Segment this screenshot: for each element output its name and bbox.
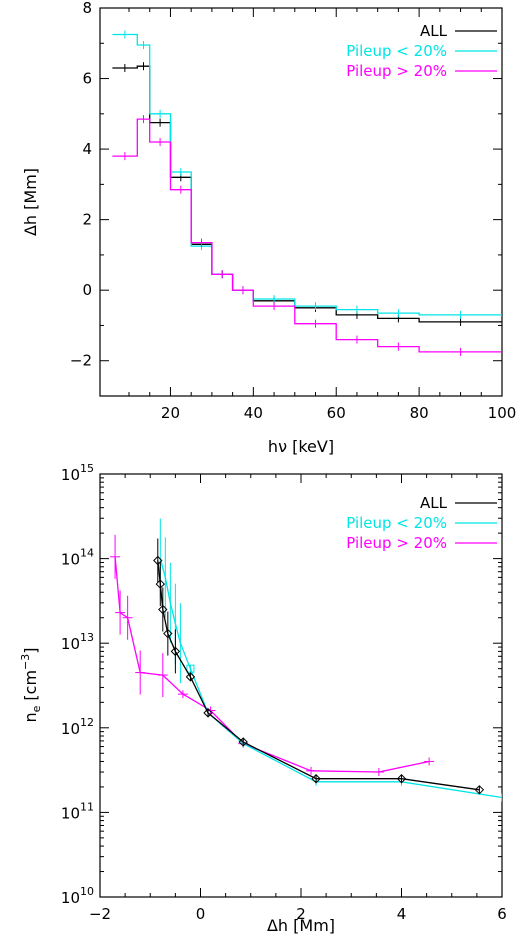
data-point-diamond bbox=[203, 708, 213, 718]
legend-label-bottom: ALL bbox=[420, 494, 448, 512]
data-point-diamond bbox=[396, 774, 407, 784]
y-label-close: ] bbox=[21, 647, 40, 653]
data-point-diamond bbox=[163, 628, 173, 639]
x-tick-label-top: 100 bbox=[488, 404, 517, 422]
y-axis-label-bottom: ne [cm−3] bbox=[19, 647, 43, 722]
y-label-unit: [cm bbox=[21, 670, 40, 701]
series-line-bottom bbox=[159, 558, 502, 799]
y-tick-label-bottom: 10 bbox=[61, 466, 80, 484]
y-tick-label-bottom: 10 bbox=[61, 551, 80, 569]
series-line-bottom bbox=[157, 560, 480, 791]
x-tick-label-top: 80 bbox=[410, 404, 429, 422]
y-tick-label-bottom: 10 bbox=[61, 720, 80, 738]
axis-ticks-top: 20 40 60 80 100 −2 0 2 4 6 8 bbox=[70, 0, 516, 422]
data-point-diamond bbox=[474, 785, 485, 795]
x-tick-label-bottom: 2 bbox=[296, 905, 306, 923]
panel-energy-height: 20 40 60 80 100 −2 0 2 4 6 8 ALL Pileup < 20% Pileup… bbox=[21, 0, 516, 456]
data-point-diamond bbox=[238, 737, 248, 747]
series-line-bottom bbox=[114, 556, 430, 773]
legend-label-bottom: Pileup > 20% bbox=[346, 534, 447, 552]
legend-top: ALL Pileup < 20% Pileup > 20% bbox=[346, 22, 497, 80]
y-label-exponent: −3 bbox=[19, 654, 32, 670]
x-tick-label-top: 40 bbox=[244, 404, 263, 422]
y-tick-exponent-bottom: 11 bbox=[80, 800, 94, 813]
data-point-diamond bbox=[311, 774, 321, 784]
legend-label-bottom: Pileup < 20% bbox=[346, 514, 447, 532]
data-point-diamond bbox=[158, 604, 168, 615]
y-tick-label-top: 0 bbox=[82, 281, 92, 299]
y-tick-label-bottom: 10 bbox=[61, 804, 80, 822]
x-tick-label-bottom: 4 bbox=[397, 905, 407, 923]
y-tick-label-top: 4 bbox=[82, 140, 92, 158]
x-tick-label-top: 60 bbox=[327, 404, 346, 422]
x-tick-label-bottom: −2 bbox=[89, 905, 111, 923]
y-tick-label-top: 8 bbox=[82, 0, 92, 17]
y-label-symbol: n bbox=[21, 712, 40, 722]
legend-label-top: Pileup < 20% bbox=[346, 42, 447, 60]
y-tick-label-bottom: 10 bbox=[61, 635, 80, 653]
series-group-bottom bbox=[110, 518, 502, 802]
y-tick-label-top: 6 bbox=[82, 70, 92, 88]
series-step-line-top bbox=[112, 118, 502, 353]
y-tick-exponent-bottom: 13 bbox=[80, 631, 94, 644]
y-tick-label-top: 2 bbox=[82, 211, 92, 229]
series-step-line-top bbox=[112, 65, 502, 323]
y-label-subscript: e bbox=[30, 705, 43, 712]
y-tick-exponent-bottom: 12 bbox=[80, 716, 94, 729]
x-axis-label-top: hν [keV] bbox=[268, 437, 334, 456]
y-tick-label-bottom: 10 bbox=[61, 889, 80, 907]
y-tick-label-top: −2 bbox=[70, 352, 92, 370]
y-tick-exponent-bottom: 10 bbox=[80, 885, 94, 898]
data-point-diamond bbox=[170, 646, 181, 657]
data-point-diamond bbox=[185, 672, 196, 682]
legend-label-top: ALL bbox=[420, 22, 448, 40]
y-axis-label-top: Δh [Mm] bbox=[21, 168, 40, 236]
legend-label-top: Pileup > 20% bbox=[346, 62, 447, 80]
x-axis-label-bottom: Δh [Mm] bbox=[267, 916, 335, 935]
plot-frame-top bbox=[99, 7, 503, 397]
data-point-diamond bbox=[155, 579, 166, 589]
x-tick-label-bottom: 0 bbox=[196, 905, 206, 923]
x-tick-label-top: 20 bbox=[161, 404, 180, 422]
y-tick-exponent-bottom: 15 bbox=[80, 462, 94, 475]
series-group-top bbox=[112, 30, 502, 356]
y-tick-exponent-bottom: 14 bbox=[80, 547, 94, 560]
x-tick-label-bottom: 6 bbox=[497, 905, 507, 923]
legend-bottom: ALL Pileup < 20% Pileup > 20% bbox=[346, 494, 497, 552]
data-point-diamond bbox=[153, 555, 163, 566]
